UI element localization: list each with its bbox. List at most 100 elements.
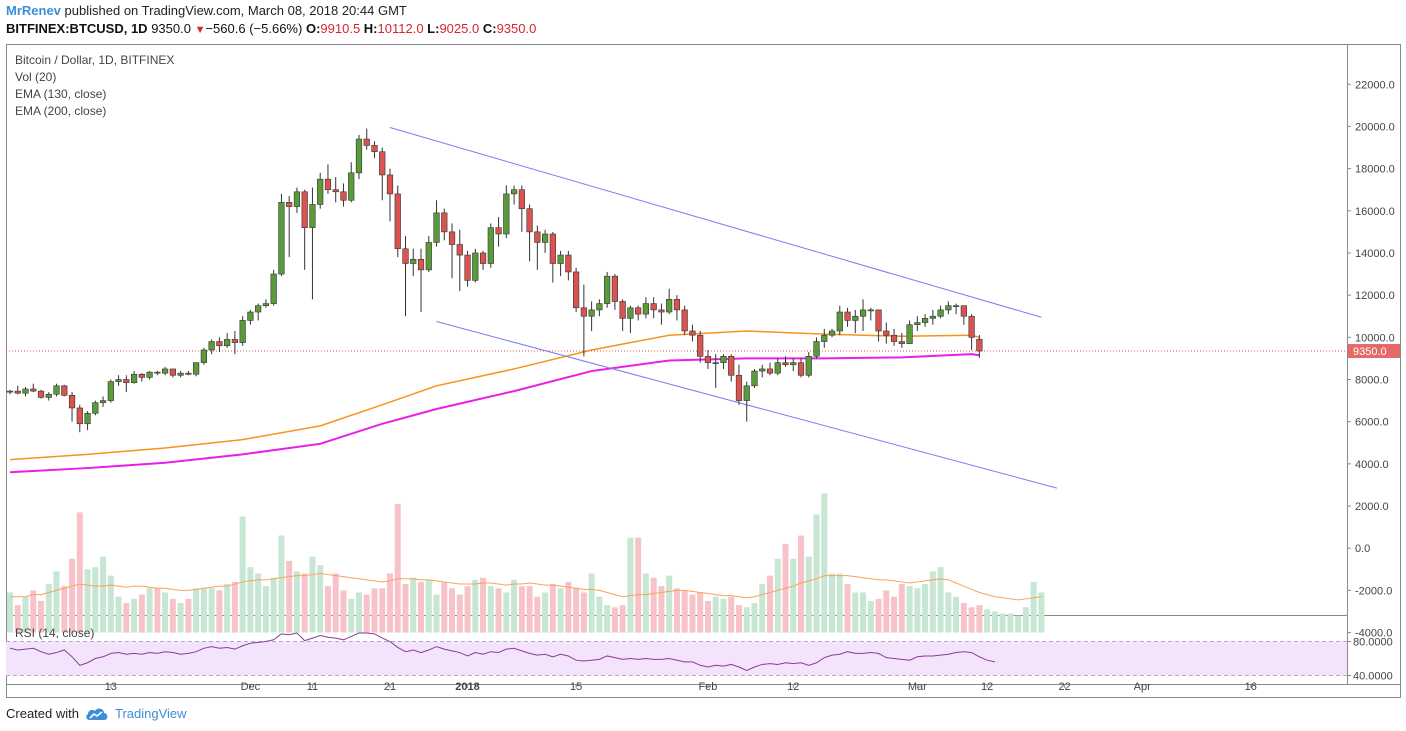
volume-bar bbox=[627, 537, 634, 633]
author-link[interactable]: MrRenev bbox=[6, 3, 61, 18]
candle bbox=[379, 147, 386, 201]
y-tick-label: 22000.0 bbox=[1355, 79, 1395, 91]
change-value: −560.6 (−5.66%) bbox=[205, 21, 303, 36]
rsi-line bbox=[9, 632, 995, 671]
candle bbox=[937, 305, 944, 319]
volume-bar bbox=[720, 598, 727, 633]
volume-bar bbox=[84, 569, 91, 633]
y-tick-label: 0.0 bbox=[1355, 543, 1370, 555]
candle-body bbox=[642, 303, 650, 315]
legend-ema130: EMA (130, close) bbox=[15, 87, 107, 101]
volume-bar bbox=[867, 600, 874, 633]
volume-bar bbox=[193, 588, 200, 633]
candle-body bbox=[193, 362, 200, 375]
y-tick-label: 20000.0 bbox=[1355, 121, 1395, 133]
volume-bar bbox=[860, 592, 867, 633]
candle-body bbox=[968, 315, 975, 338]
candle-body bbox=[247, 311, 254, 321]
candle-body bbox=[619, 301, 626, 319]
candle bbox=[790, 358, 797, 372]
candle-body bbox=[596, 303, 603, 311]
candle bbox=[99, 396, 107, 407]
candle bbox=[130, 371, 138, 384]
volume-bar bbox=[138, 594, 145, 633]
candle-body bbox=[239, 320, 246, 343]
candle-body bbox=[208, 341, 215, 351]
candle bbox=[580, 284, 587, 357]
candle bbox=[805, 352, 812, 378]
candle bbox=[37, 390, 45, 399]
candle bbox=[68, 392, 76, 422]
candle bbox=[255, 303, 262, 321]
candle-body bbox=[611, 275, 618, 302]
candle-body bbox=[898, 341, 905, 344]
candle bbox=[464, 250, 471, 287]
candle-body bbox=[61, 385, 68, 396]
candle bbox=[945, 301, 952, 315]
candle bbox=[162, 366, 169, 376]
volume-bar bbox=[518, 586, 525, 633]
y-tick-label: 16000.0 bbox=[1355, 206, 1395, 218]
volume-bar bbox=[1022, 607, 1029, 633]
candle-body bbox=[766, 368, 774, 374]
candle bbox=[270, 269, 277, 306]
volume-bar bbox=[619, 605, 626, 633]
publish-line: MrRenev published on TradingView.com, Ma… bbox=[6, 3, 407, 18]
candle-body bbox=[836, 311, 843, 332]
candle-body bbox=[580, 307, 587, 317]
volume-bar bbox=[883, 590, 890, 633]
x-tick-label: 2018 bbox=[455, 681, 479, 693]
candle bbox=[743, 381, 750, 422]
candle bbox=[704, 349, 712, 369]
candle bbox=[836, 305, 843, 336]
volume-bar bbox=[557, 588, 564, 633]
volume-bar bbox=[968, 607, 975, 633]
volume-bar bbox=[596, 596, 603, 633]
candle bbox=[906, 320, 913, 344]
x-tick-label: 12 bbox=[787, 681, 799, 693]
tradingview-link[interactable]: TradingView bbox=[85, 706, 187, 721]
channel-upper-line[interactable] bbox=[389, 127, 1042, 318]
volume-bar bbox=[162, 592, 169, 633]
candle-body bbox=[355, 138, 363, 174]
candle bbox=[293, 187, 301, 213]
candle-body bbox=[487, 227, 494, 264]
candle-body bbox=[712, 362, 719, 364]
y-tick-label: 8000.0 bbox=[1355, 374, 1389, 386]
x-tick-label: 22 bbox=[1059, 681, 1071, 693]
candle-body bbox=[115, 379, 122, 382]
open-value: 9910.5 bbox=[320, 21, 361, 36]
x-tick-label: 15 bbox=[570, 681, 582, 693]
legend-volume: Vol (20) bbox=[15, 70, 57, 84]
volume-bar bbox=[324, 586, 331, 633]
volume-bar bbox=[774, 558, 781, 633]
candle-body bbox=[363, 138, 370, 146]
candle bbox=[953, 303, 960, 315]
candle-body bbox=[921, 318, 929, 323]
volume-bar bbox=[293, 571, 300, 633]
candle bbox=[193, 362, 200, 377]
volume-bar bbox=[813, 514, 820, 633]
candle-body bbox=[495, 227, 502, 235]
candle-body bbox=[123, 379, 130, 383]
chart[interactable]: 22000.0 20000.0 18000.0 16000.0 14000.0 12000… bbox=[6, 44, 1401, 698]
candle-body bbox=[573, 271, 580, 309]
candle-body bbox=[6, 390, 14, 393]
candle bbox=[208, 339, 215, 355]
candle bbox=[929, 309, 936, 325]
candle-body bbox=[549, 233, 556, 264]
candle bbox=[107, 379, 114, 403]
y-tick-label: 10000.0 bbox=[1355, 332, 1395, 344]
candle-body bbox=[751, 370, 758, 387]
candle-body bbox=[262, 303, 270, 306]
candle bbox=[262, 299, 270, 308]
volume-bar bbox=[565, 581, 572, 633]
volume-bar bbox=[394, 503, 401, 633]
volume-bar bbox=[224, 584, 231, 633]
volume-bar bbox=[433, 594, 440, 633]
x-tick-label: Mar bbox=[908, 681, 927, 693]
candle bbox=[852, 309, 859, 334]
candle bbox=[921, 314, 929, 327]
candle bbox=[813, 337, 820, 359]
candle-body bbox=[107, 381, 114, 401]
